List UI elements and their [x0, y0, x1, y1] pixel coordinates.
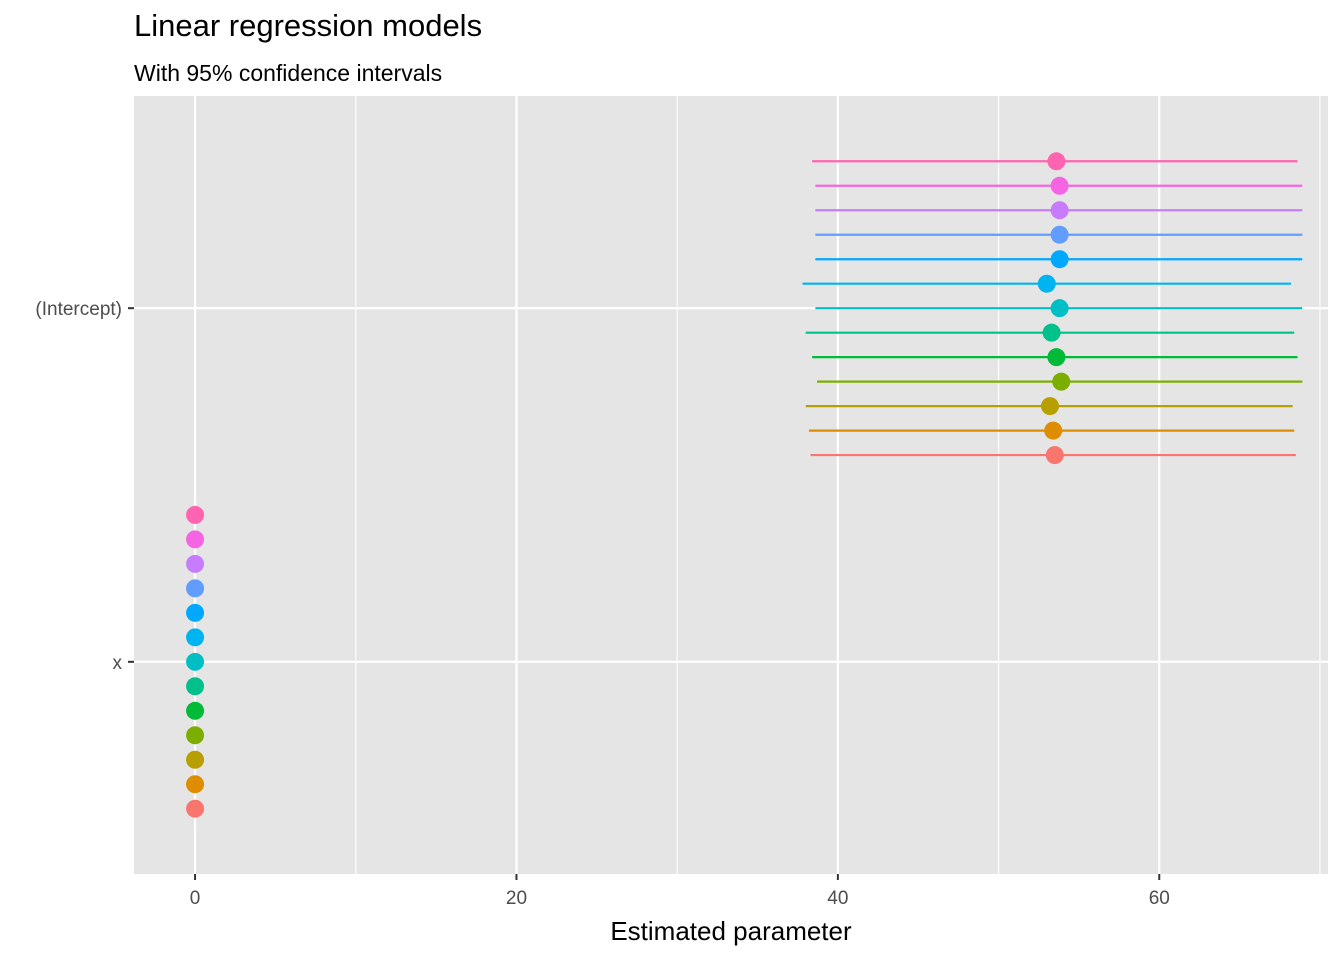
estimate-point — [186, 579, 205, 598]
estimate-point — [186, 628, 205, 647]
estimate-point — [186, 505, 205, 524]
estimate-point — [186, 530, 205, 549]
chart-title: Linear regression models — [134, 8, 483, 43]
plot-panel — [134, 96, 1328, 874]
estimate-point — [1042, 323, 1061, 342]
tick-labels: 0 20 40 60 x (Intercept) — [35, 299, 1169, 909]
estimate-point — [186, 652, 205, 671]
x-tick-label: 0 — [190, 888, 201, 909]
estimate-point — [186, 554, 205, 573]
estimate-point — [1052, 372, 1071, 391]
estimate-point — [1040, 397, 1059, 416]
estimate-point — [1050, 250, 1069, 269]
estimate-point — [1037, 274, 1056, 293]
axis-ticks — [128, 307, 1161, 880]
x-axis-title: Estimated parameter — [610, 916, 852, 946]
estimate-point — [1050, 299, 1069, 318]
estimate-point — [1047, 348, 1066, 367]
x-tick-label: 60 — [1149, 888, 1170, 909]
chart-subtitle: With 95% confidence intervals — [134, 60, 443, 86]
estimate-point — [186, 701, 205, 720]
x-tick-label: 20 — [506, 888, 527, 909]
estimate-point — [1045, 446, 1064, 465]
estimate-point — [1044, 421, 1063, 440]
major-gridlines — [134, 96, 1328, 874]
estimate-point — [1050, 176, 1069, 195]
data-points — [186, 152, 1071, 818]
estimate-point — [186, 775, 205, 794]
estimate-point — [186, 750, 205, 769]
estimate-point — [1050, 201, 1069, 220]
y-tick-label: x — [113, 653, 123, 674]
estimate-point — [1047, 152, 1066, 171]
estimate-point — [1050, 225, 1069, 244]
estimate-point — [186, 799, 205, 818]
x-tick-label: 40 — [827, 888, 848, 909]
estimate-point — [186, 603, 205, 622]
estimate-point — [186, 726, 205, 745]
y-tick-label: (Intercept) — [35, 299, 122, 320]
estimate-point — [186, 677, 205, 696]
minor-gridlines — [355, 96, 1321, 874]
